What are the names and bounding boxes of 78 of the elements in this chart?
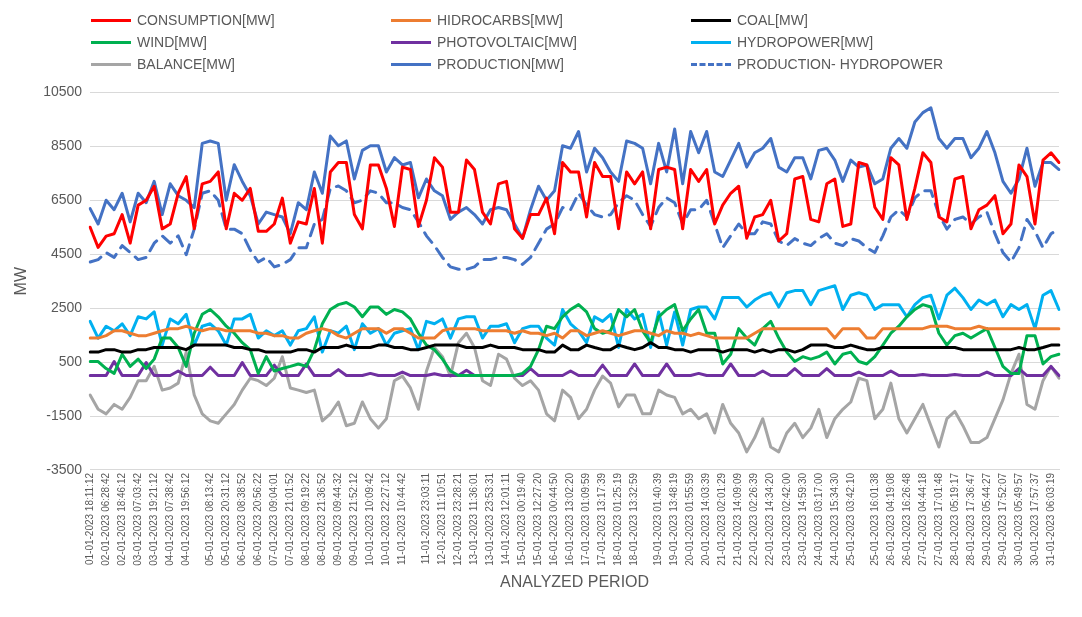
x-tick-label: 27-01-2023 17:01:48 — [932, 472, 944, 566]
x-tick-label: 21-01-2023 14:09:09 — [732, 472, 744, 566]
x-tick-label: 19-01-2023 13:48:19 — [668, 472, 680, 566]
legend-label: BALANCE[MW] — [137, 56, 236, 72]
y-tick-label: -1500 — [46, 406, 83, 423]
x-tick-label: 16-01-2023 13:02:20 — [564, 472, 576, 566]
x-tick-label: 26-01-2023 16:26:48 — [900, 472, 912, 566]
x-tick-label: 18-01-2023 01:25:19 — [612, 472, 624, 566]
x-tick-label: 12-01-2023 23:28:21 — [452, 472, 464, 566]
y-tick-label: 4500 — [50, 245, 83, 262]
x-tick-label: 08-01-2023 09:19:22 — [300, 472, 312, 566]
legend-label: HIDROCARBS[MW] — [437, 12, 563, 28]
x-tick-label: 09-01-2023 09:44:32 — [332, 472, 344, 566]
x-tick-label: 04-01-2023 19:56:12 — [179, 472, 191, 566]
y-tick-label: -3500 — [46, 460, 83, 477]
x-tick-label: 26-01-2023 04:19:08 — [884, 472, 896, 566]
x-tick-label: 27-01-2023 04:44:18 — [916, 472, 928, 566]
x-tick-label: 05-01-2023 08:13:42 — [203, 472, 215, 566]
x-tick-label: 02-01-2023 18:46:12 — [115, 472, 127, 566]
legend-label: PRODUCTION[MW] — [437, 56, 564, 72]
x-tick-label: 14-01-2023 12:01:11 — [500, 472, 512, 566]
x-tick-label: 25-01-2023 16:01:38 — [868, 472, 880, 566]
legend-label: HYDROPOWER[MW] — [737, 34, 874, 50]
x-tick-label: 25-01-2023 03:42:10 — [844, 472, 856, 566]
x-tick-label: 28-01-2023 17:36:47 — [964, 472, 976, 566]
x-tick-label: 21-01-2023 02:01:29 — [716, 472, 728, 566]
x-tick-label: 22-01-2023 02:26:39 — [748, 472, 760, 566]
x-tick-label: 22-01-2023 14:34:20 — [764, 472, 776, 566]
x-tick-label: 15-01-2023 00:19:40 — [516, 472, 528, 566]
x-tick-label: 02-01-2023 06:28:42 — [99, 472, 111, 566]
x-tick-label: 20-01-2023 01:55:59 — [684, 472, 696, 566]
y-tick-label: 10500 — [43, 83, 83, 100]
x-tick-label: 17-01-2023 13:17:39 — [596, 472, 608, 566]
y-tick-label: 8500 — [50, 137, 83, 154]
legend-label: COAL[MW] — [737, 12, 808, 28]
x-tick-label: 30-01-2023 05:49:57 — [1012, 472, 1024, 566]
x-tick-label: 13-01-2023 23:53:31 — [484, 472, 496, 566]
x-tick-label: 23-01-2023 14:59:30 — [796, 472, 808, 566]
x-tick-label: 16-01-2023 00:44:50 — [548, 472, 560, 566]
y-tick-label: 500 — [58, 352, 83, 369]
x-tick-label: 18-01-2023 13:32:59 — [628, 472, 640, 566]
x-tick-label: 20-01-2023 14:03:39 — [700, 472, 712, 566]
x-tick-label: 07-01-2023 09:04:01 — [268, 472, 280, 566]
x-tick-label: 11-01-2023 10:44:42 — [396, 472, 408, 566]
x-tick-label: 12-01-2023 11:10:51 — [436, 472, 448, 566]
legend-label: WIND[MW] — [137, 34, 207, 50]
x-tick-label: 06-01-2023 20:56:22 — [252, 472, 264, 566]
x-axis-title: ANALYZED PERIOD — [500, 572, 650, 590]
x-tick-label: 04-01-2023 07:38:42 — [163, 472, 175, 566]
x-tick-label: 05-01-2023 20:31:12 — [220, 472, 231, 566]
x-tick-label: 13-01-2023 11:36:01 — [468, 472, 480, 566]
x-tick-label: 08-01-2023 21:36:52 — [316, 472, 328, 566]
x-tick-label: 15-01-2023 12:27:20 — [532, 472, 544, 566]
legend-label: PHOTOVOLTAIC[MW] — [437, 34, 578, 50]
x-tick-label: 19-01-2023 01:40:39 — [652, 472, 664, 566]
x-tick-label: 03-01-2023 07:03:42 — [131, 472, 143, 566]
x-tick-label: 23-01-2023 02:42:00 — [780, 472, 792, 566]
x-tick-label: 28-01-2023 05:19:17 — [948, 472, 960, 566]
y-tick-label: 6500 — [50, 191, 83, 208]
x-tick-label: 24-01-2023 03:17:00 — [812, 472, 824, 566]
y-axis-title: MW — [12, 266, 30, 296]
x-tick-label: 31-01-2023 06:03:19 — [1044, 472, 1056, 566]
x-tick-label: 29-01-2023 17:52:07 — [996, 472, 1008, 566]
legend-label: CONSUMPTION[MW] — [137, 12, 275, 28]
y-tick-label: 2500 — [50, 299, 83, 315]
x-tick-label: 01-01-2023 18:11:12 — [83, 472, 95, 566]
legend-label: PRODUCTION- HYDROPOWER — [737, 56, 944, 72]
x-tick-label: 30-01-2023 17:57:37 — [1028, 472, 1040, 566]
x-tick-label: 10-01-2023 22:27:12 — [380, 472, 392, 566]
x-tick-label: 07-01-2023 21:01:52 — [284, 472, 296, 566]
x-tick-label: 17-01-2023 01:09:59 — [580, 472, 592, 566]
x-tick-label: 06-01-2023 08:38:52 — [236, 472, 248, 566]
x-tick-label: 03-01-2023 19:21:12 — [147, 472, 159, 566]
x-tick-label: 10-01-2023 10:09:42 — [364, 472, 376, 566]
x-tick-label: 29-01-2023 05:44:27 — [980, 472, 992, 566]
x-tick-label: 24-01-2023 15:34:30 — [828, 472, 840, 566]
x-tick-label: 09-01-2023 21:52:12 — [348, 472, 360, 566]
x-tick-label: 11-01-2023 23:03:11 — [420, 472, 432, 565]
